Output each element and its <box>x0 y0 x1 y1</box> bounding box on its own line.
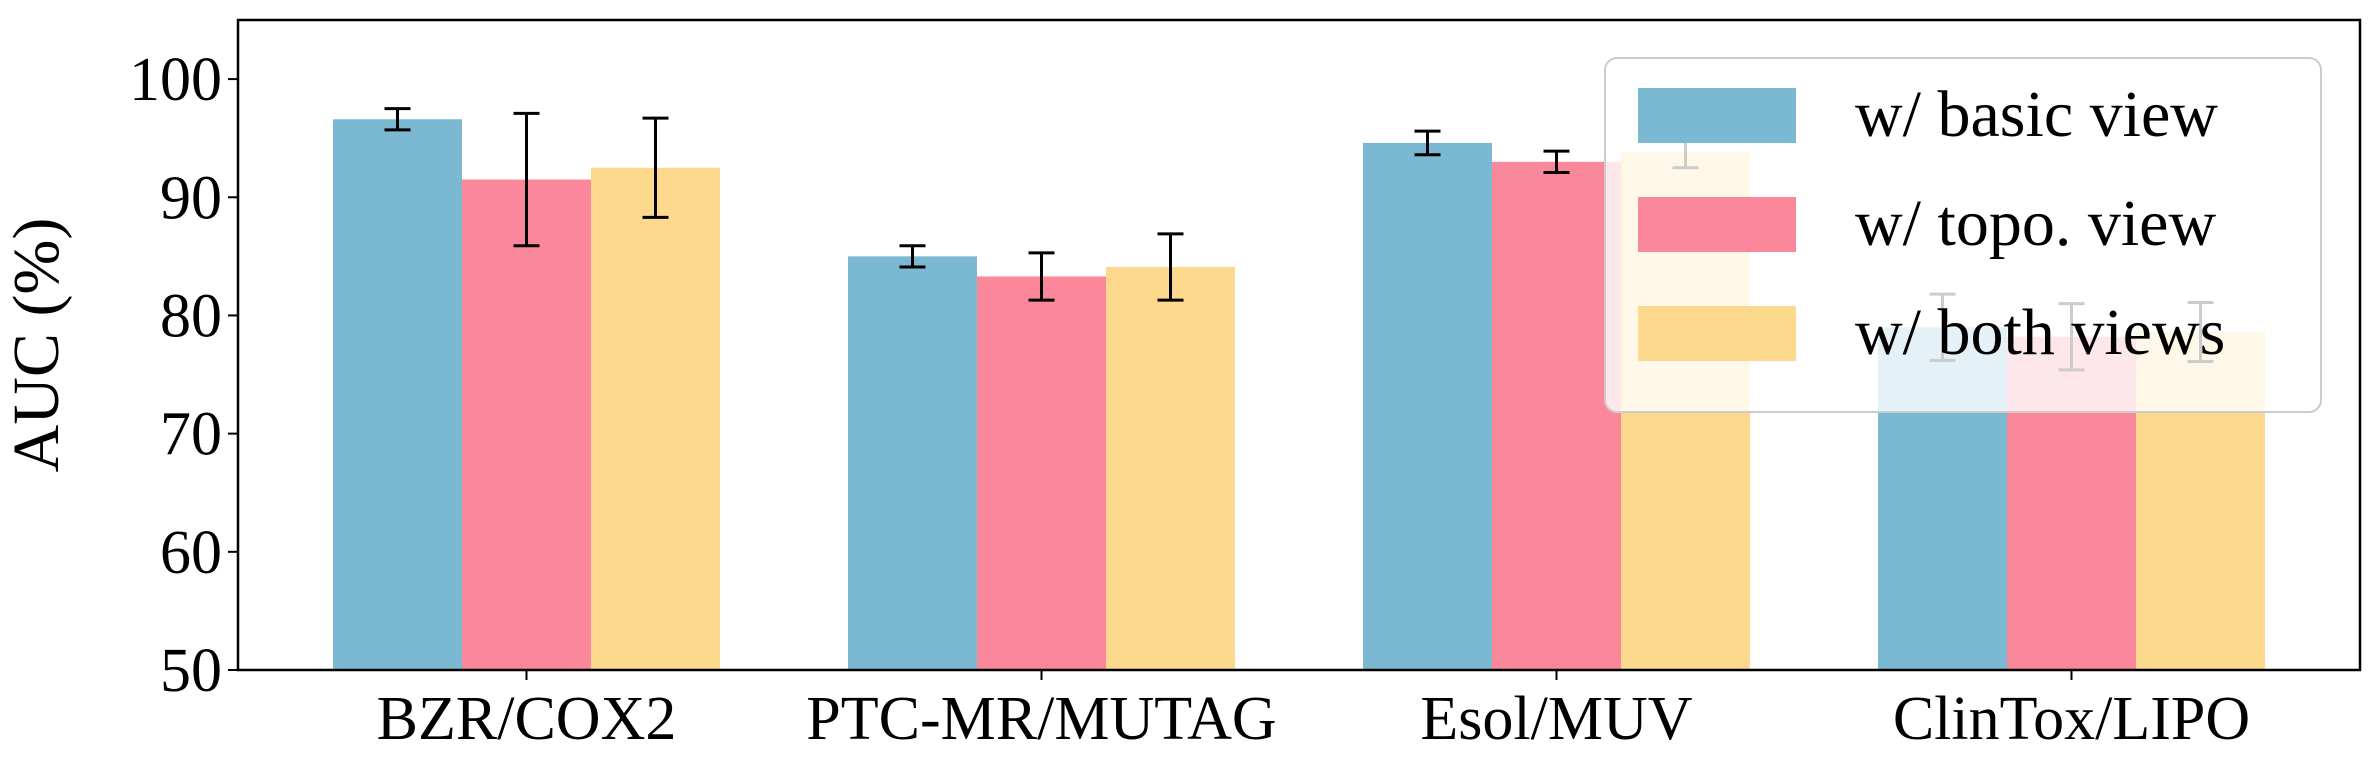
bar <box>1363 142 1492 671</box>
y-tick-label: 70 <box>160 401 222 469</box>
x-axis: BZR/COX2 PTC-MR/MUTAG Esol/MUV ClinTox/LIPO <box>377 670 2250 753</box>
bar <box>333 119 462 671</box>
legend-swatch <box>1638 306 1796 361</box>
y-tick-label: 60 <box>160 519 222 587</box>
x-tick-label: ClinTox/LIPO <box>1893 685 2250 753</box>
bar <box>462 179 591 670</box>
legend-label: w/ basic view <box>1855 78 2218 151</box>
legend-swatch <box>1638 88 1796 143</box>
legend: w/ basic view w/ topo. view w/ both views <box>1604 57 2322 413</box>
x-tick-label: PTC-MR/MUTAG <box>806 685 1276 753</box>
y-tick-label: 100 <box>129 46 222 114</box>
legend-label: w/ topo. view <box>1855 187 2216 260</box>
x-tick-label: BZR/COX2 <box>377 685 677 753</box>
bar <box>1106 267 1235 670</box>
y-axis-label: AUC (%) <box>0 218 73 473</box>
y-axis: 50 60 70 80 90 100 <box>129 46 238 705</box>
x-tick-label: Esol/MUV <box>1420 685 1692 753</box>
bar <box>591 167 720 670</box>
bar <box>848 256 977 670</box>
y-tick-label: 50 <box>160 637 222 705</box>
y-tick-label: 90 <box>160 164 222 232</box>
bar <box>1492 161 1621 670</box>
plot-frame <box>236 18 2362 672</box>
y-tick-label: 80 <box>160 282 222 350</box>
legend-label: w/ both views <box>1855 296 2225 369</box>
legend-swatch <box>1638 197 1796 252</box>
bar <box>977 276 1106 670</box>
